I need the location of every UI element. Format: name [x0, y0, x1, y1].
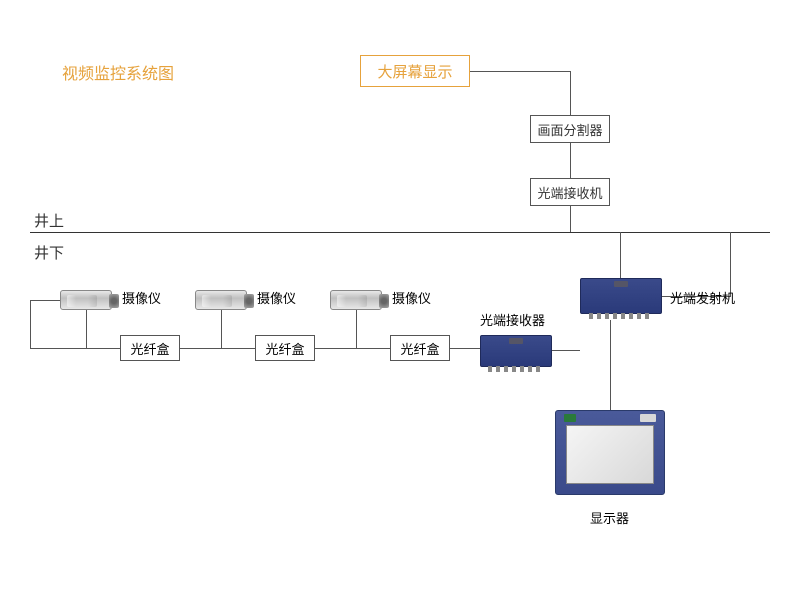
connector-line: [30, 300, 31, 348]
camera-icon: [330, 290, 382, 310]
diagram-title: 视频监控系统图: [62, 60, 174, 84]
camera-label: 摄像仪: [392, 288, 431, 307]
transmitter-label: 光端发射机: [670, 288, 735, 307]
connector-line: [570, 143, 571, 178]
connector-line: [356, 310, 357, 348]
camera-label: 摄像仪: [122, 288, 161, 307]
connector-line: [30, 300, 60, 301]
receiver-top-box: 光端接收机: [530, 178, 610, 206]
camera-label: 摄像仪: [257, 288, 296, 307]
connector-line: [620, 232, 621, 278]
connector-line: [570, 206, 571, 232]
connector-line: [221, 310, 222, 348]
monitor-label: 显示器: [590, 508, 629, 527]
connector-line: [86, 348, 120, 349]
optical-receiver-icon: [480, 335, 552, 367]
connector-line: [610, 320, 611, 410]
optical-transmitter-icon: [580, 278, 662, 314]
monitor-icon: [555, 410, 665, 495]
zone-divider: [30, 232, 770, 233]
connector-line: [86, 310, 87, 348]
big-screen-box: 大屏幕显示: [360, 55, 470, 87]
zone-below-label: 井下: [34, 242, 64, 263]
camera-icon: [60, 290, 112, 310]
connector-line: [570, 71, 571, 115]
connector-line: [450, 348, 480, 349]
fiber-box: 光纤盒: [390, 335, 450, 361]
zone-above-label: 井上: [34, 210, 64, 231]
connector-line: [30, 348, 86, 349]
camera-icon: [195, 290, 247, 310]
fiber-box: 光纤盒: [120, 335, 180, 361]
fiber-box: 光纤盒: [255, 335, 315, 361]
receiver-bottom-label: 光端接收器: [480, 310, 545, 329]
connector-line: [180, 348, 255, 349]
splitter-box: 画面分割器: [530, 115, 610, 143]
connector-line: [315, 348, 390, 349]
connector-line: [470, 71, 570, 72]
connector-line: [552, 350, 580, 351]
